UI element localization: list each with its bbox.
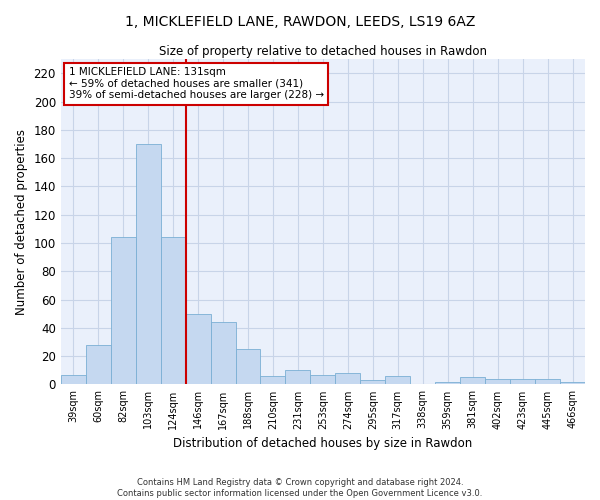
Bar [435, 382, 460, 384]
Text: 1, MICKLEFIELD LANE, RAWDON, LEEDS, LS19 6AZ: 1, MICKLEFIELD LANE, RAWDON, LEEDS, LS19… [125, 15, 475, 29]
Bar [286, 370, 310, 384]
X-axis label: Distribution of detached houses by size in Rawdon: Distribution of detached houses by size … [173, 437, 473, 450]
Bar [61, 374, 86, 384]
Bar [111, 238, 136, 384]
Bar [86, 345, 111, 385]
Bar [161, 238, 185, 384]
Bar [385, 376, 410, 384]
Bar [510, 379, 535, 384]
Bar [236, 349, 260, 384]
Bar [535, 379, 560, 384]
Text: 1 MICKLEFIELD LANE: 131sqm
← 59% of detached houses are smaller (341)
39% of sem: 1 MICKLEFIELD LANE: 131sqm ← 59% of deta… [68, 68, 324, 100]
Bar [485, 379, 510, 384]
Bar [460, 378, 485, 384]
Bar [136, 144, 161, 384]
Bar [335, 373, 361, 384]
Bar [260, 376, 286, 384]
Title: Size of property relative to detached houses in Rawdon: Size of property relative to detached ho… [159, 45, 487, 58]
Bar [560, 382, 585, 384]
Bar [211, 322, 236, 384]
Bar [310, 374, 335, 384]
Bar [185, 314, 211, 384]
Y-axis label: Number of detached properties: Number of detached properties [15, 129, 28, 315]
Bar [361, 380, 385, 384]
Text: Contains HM Land Registry data © Crown copyright and database right 2024.
Contai: Contains HM Land Registry data © Crown c… [118, 478, 482, 498]
